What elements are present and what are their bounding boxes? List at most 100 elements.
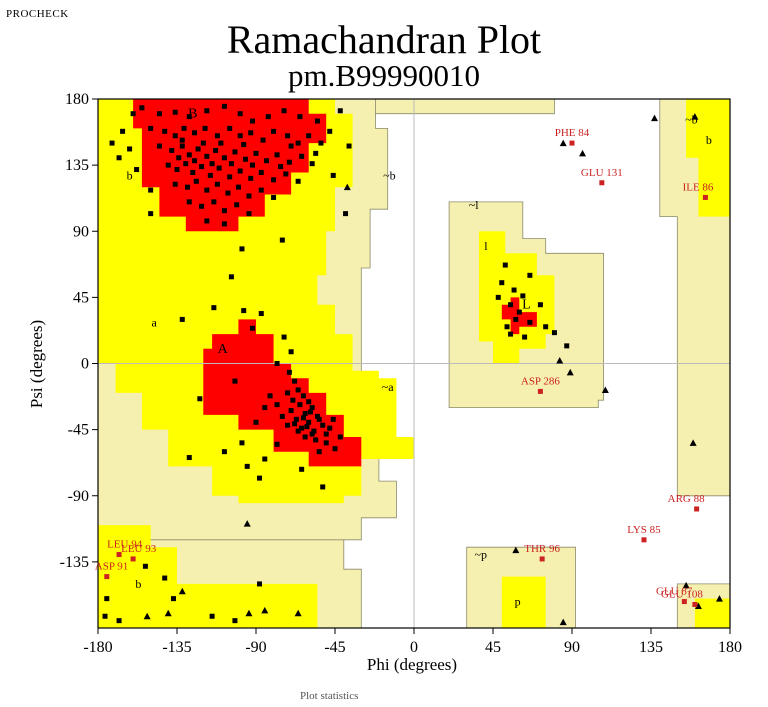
outlier-point (599, 180, 605, 186)
residue-point (211, 305, 217, 311)
glycine-point (579, 149, 587, 157)
residue-point (207, 172, 213, 178)
outlier-label: LYS 85 (627, 524, 661, 536)
glycine-point (243, 520, 251, 527)
x-tick-label: 180 (718, 639, 742, 656)
residue-point (281, 108, 287, 114)
residue-point (248, 175, 254, 181)
residue-point (274, 152, 280, 158)
residue-point (543, 324, 549, 330)
program-name: PROCHECK (6, 8, 69, 20)
outlier-label: ILE 86 (683, 181, 714, 193)
residue-point (300, 415, 306, 421)
zero-crosshair (98, 99, 730, 628)
residue-point (181, 125, 187, 131)
residue-point (285, 133, 291, 139)
residue-point (249, 325, 255, 331)
residue-point (330, 172, 336, 178)
outlier-point (681, 599, 687, 605)
residue-point (204, 108, 210, 114)
glycine-point (261, 606, 269, 614)
residue-point (192, 158, 198, 164)
glycine-point (178, 587, 186, 595)
residue-point (179, 137, 185, 143)
residue-point (346, 143, 352, 149)
residue-point (262, 405, 268, 411)
residue-point (516, 309, 522, 315)
region-label: b (135, 577, 141, 591)
outlier-label: ASP 91 (95, 561, 129, 573)
residue-point (520, 293, 526, 299)
residue-point (237, 133, 243, 139)
residue-point (214, 133, 220, 139)
allowed-region-right-bottom (694, 598, 730, 628)
residue-point (295, 428, 301, 434)
residue-point (218, 140, 224, 146)
glycine-point (512, 546, 520, 554)
region-label: B (188, 107, 197, 122)
x-axis-label: Phi (degrees) (367, 655, 457, 674)
y-tick-label: -90 (68, 488, 89, 505)
y-tick-label: -135 (60, 554, 89, 571)
residue-point (327, 425, 333, 431)
region-label: l (484, 239, 488, 253)
residue-point (292, 421, 298, 427)
residue-point (258, 187, 264, 193)
residue-point (258, 311, 264, 317)
residue-point (299, 153, 305, 159)
residue-point (564, 343, 570, 349)
y-tick-label: 90 (73, 223, 89, 240)
glycine-point (566, 368, 574, 376)
residue-point (253, 419, 259, 425)
residue-point (330, 416, 336, 422)
residue-point (202, 125, 208, 131)
residue-point (199, 164, 205, 170)
x-tick-label: -90 (245, 639, 266, 656)
residue-point (156, 111, 162, 117)
x-tick-label: -135 (162, 639, 191, 656)
residue-point (174, 167, 180, 173)
outlier-point (116, 552, 122, 558)
residue-point (199, 203, 205, 209)
allowed-region-left-edge (98, 275, 142, 364)
residue-point (239, 440, 245, 446)
residue-point (235, 184, 241, 190)
residue-point (527, 272, 533, 278)
residue-point (221, 208, 227, 214)
residue-point (209, 161, 215, 167)
residue-point (286, 159, 292, 165)
outlier-point (694, 506, 700, 512)
residue-point (241, 142, 247, 148)
residue-point (511, 287, 517, 293)
residue-point (527, 319, 533, 325)
residue-point (297, 114, 303, 120)
residue-point (260, 137, 266, 143)
outlier-label: GLU 131 (581, 167, 623, 179)
residue-point (295, 178, 301, 184)
residue-point (186, 114, 192, 120)
residue-point (183, 161, 189, 167)
core-region-alpha (203, 319, 362, 467)
residue-point (285, 422, 291, 428)
residue-point (279, 237, 285, 243)
residue-point (332, 446, 338, 452)
region-label: L (522, 298, 531, 313)
glycine-point (691, 113, 699, 120)
residue-point (186, 152, 192, 158)
residue-point (265, 114, 271, 120)
residue-point (109, 140, 115, 146)
outlier-label: GLU 87 (656, 586, 693, 598)
residue-point (306, 399, 312, 405)
x-tick-label: 135 (639, 639, 663, 656)
y-tick-label: 0 (81, 356, 89, 373)
residue-point (522, 334, 528, 340)
residue-point (228, 161, 234, 167)
residue-point (204, 218, 210, 224)
residue-point (323, 440, 329, 446)
allowed-region-right (686, 99, 730, 217)
outlier-label: PHE 84 (555, 127, 590, 139)
residue-point (172, 181, 178, 187)
residue-point (299, 466, 305, 472)
